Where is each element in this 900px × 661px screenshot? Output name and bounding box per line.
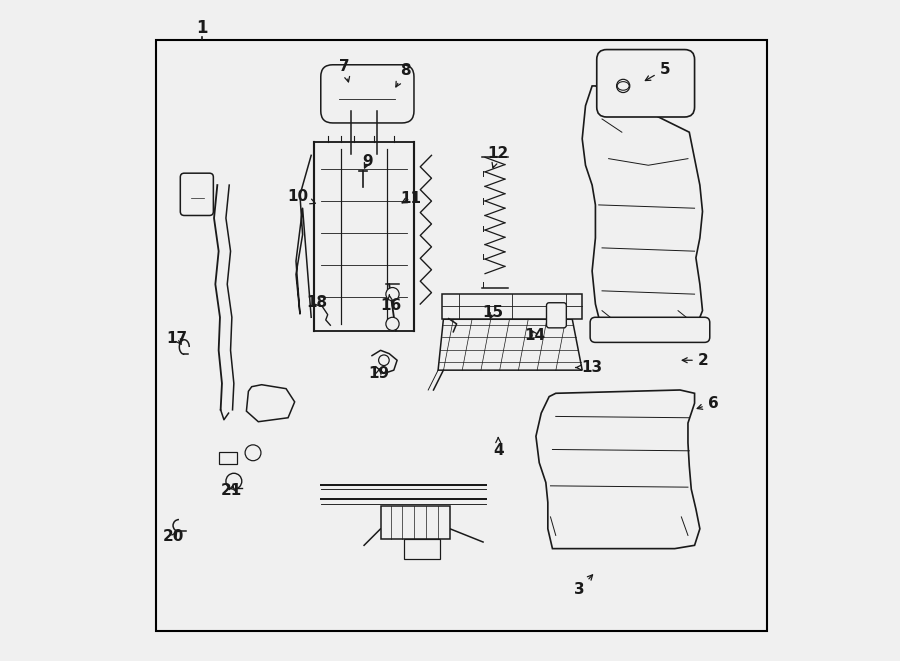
Text: 2: 2 bbox=[682, 353, 708, 368]
Text: 19: 19 bbox=[368, 366, 389, 381]
Text: 7: 7 bbox=[339, 59, 349, 82]
Text: 21: 21 bbox=[221, 483, 242, 498]
Circle shape bbox=[379, 355, 389, 366]
Circle shape bbox=[245, 445, 261, 461]
Circle shape bbox=[226, 473, 242, 489]
FancyBboxPatch shape bbox=[180, 173, 213, 215]
Bar bbox=[219, 452, 238, 464]
Bar bbox=[381, 506, 450, 539]
Text: 15: 15 bbox=[482, 305, 503, 320]
Text: 17: 17 bbox=[166, 331, 187, 346]
FancyBboxPatch shape bbox=[597, 50, 695, 117]
FancyBboxPatch shape bbox=[590, 317, 710, 342]
Text: 20: 20 bbox=[163, 529, 184, 544]
Circle shape bbox=[386, 317, 399, 330]
Circle shape bbox=[616, 79, 630, 93]
Text: 4: 4 bbox=[493, 438, 504, 458]
FancyBboxPatch shape bbox=[320, 65, 414, 123]
Polygon shape bbox=[247, 385, 294, 422]
Text: 12: 12 bbox=[487, 146, 508, 168]
Polygon shape bbox=[438, 319, 582, 370]
Text: 3: 3 bbox=[573, 575, 592, 597]
Circle shape bbox=[386, 288, 399, 301]
Text: 9: 9 bbox=[362, 155, 373, 169]
Text: 5: 5 bbox=[645, 62, 670, 81]
Bar bbox=[156, 40, 768, 631]
Text: 13: 13 bbox=[576, 360, 603, 375]
Text: 16: 16 bbox=[380, 295, 401, 313]
Polygon shape bbox=[582, 86, 703, 330]
Text: 18: 18 bbox=[306, 295, 327, 309]
Text: 11: 11 bbox=[400, 191, 421, 206]
Text: 14: 14 bbox=[524, 328, 545, 342]
Text: 8: 8 bbox=[396, 63, 410, 87]
Text: 1: 1 bbox=[196, 19, 208, 38]
Text: 6: 6 bbox=[698, 396, 718, 410]
FancyBboxPatch shape bbox=[546, 303, 566, 328]
Polygon shape bbox=[536, 390, 700, 549]
Text: 10: 10 bbox=[287, 189, 315, 204]
Bar bbox=[442, 294, 582, 319]
Bar bbox=[404, 539, 440, 559]
